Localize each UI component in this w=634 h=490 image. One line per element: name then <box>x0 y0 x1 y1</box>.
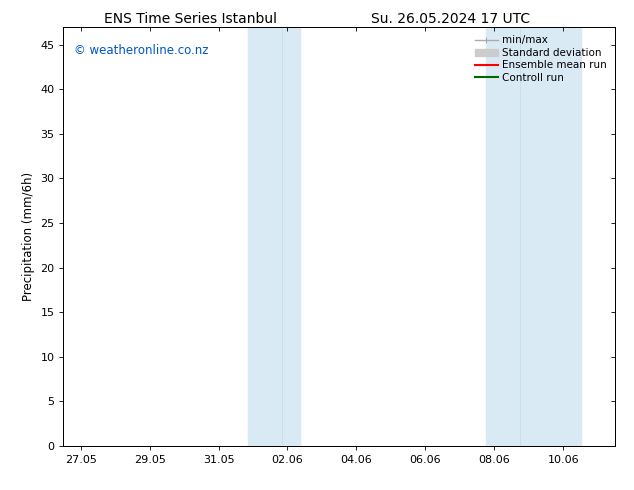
Y-axis label: Precipitation (mm/6h): Precipitation (mm/6h) <box>22 172 35 301</box>
Text: ENS Time Series Istanbul: ENS Time Series Istanbul <box>104 12 276 26</box>
Text: Su. 26.05.2024 17 UTC: Su. 26.05.2024 17 UTC <box>371 12 529 26</box>
Text: © weatheronline.co.nz: © weatheronline.co.nz <box>74 44 209 57</box>
Bar <box>486 27 581 446</box>
Legend: min/max, Standard deviation, Ensemble mean run, Controll run: min/max, Standard deviation, Ensemble me… <box>472 32 610 86</box>
Bar <box>248 27 299 446</box>
